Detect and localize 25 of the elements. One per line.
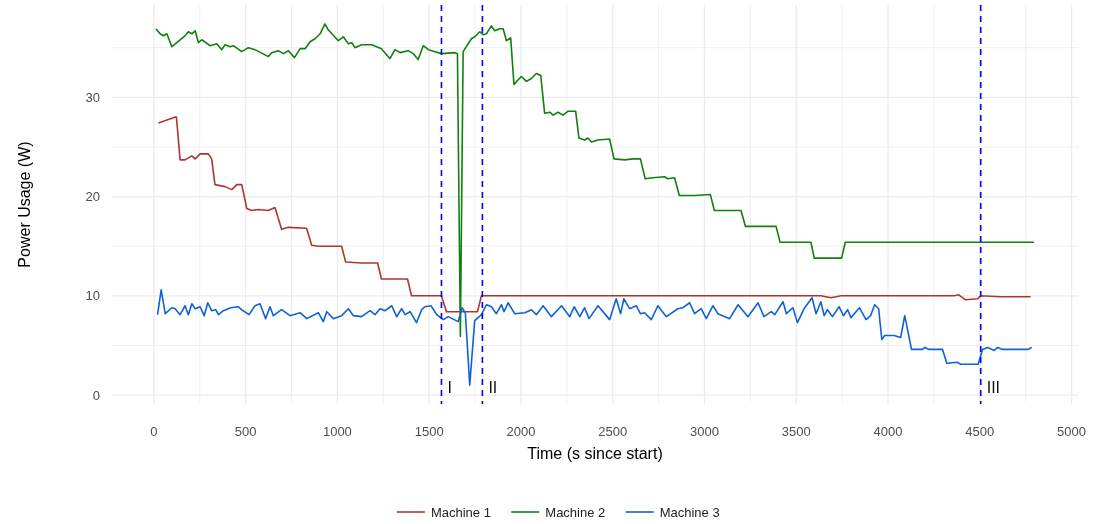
y-tick-label: 20: [85, 189, 100, 205]
x-tick-label: 500: [234, 424, 257, 439]
x-axis-title: Time (s since start): [527, 445, 663, 462]
ref-line-label: II: [488, 379, 498, 397]
y-tick-label: 10: [85, 288, 100, 304]
legend-label: Machine 3: [659, 504, 720, 520]
ref-line-label: I: [447, 379, 452, 397]
ref-line-label: III: [986, 379, 1001, 397]
x-tick-label: 4500: [965, 424, 995, 439]
x-tick-label: 1000: [322, 424, 352, 439]
legend-label: Machine 1: [430, 504, 491, 520]
line-series: [157, 116, 1032, 313]
x-tick-label: 3000: [690, 424, 719, 439]
legend-label: Machine 2: [545, 504, 606, 520]
x-tick-label: 3500: [781, 424, 811, 439]
y-tick-label: 30: [85, 89, 100, 105]
x-tick-label: 0: [150, 424, 158, 439]
x-tick-label: 2500: [598, 424, 628, 439]
y-tick-label: 0: [92, 387, 100, 403]
x-tick-label: 4000: [873, 424, 903, 439]
y-axis-title: Power Usage (W): [16, 141, 33, 268]
line-series: [155, 23, 1035, 338]
x-tick-label: 1500: [414, 424, 444, 439]
x-tick-label: 2000: [506, 424, 536, 439]
x-tick-label: 5000: [1057, 424, 1087, 439]
